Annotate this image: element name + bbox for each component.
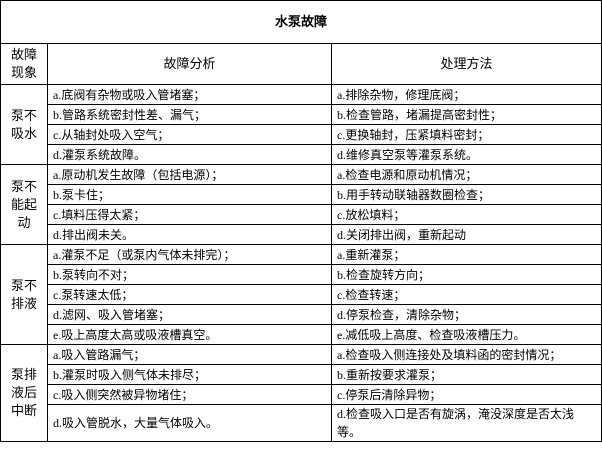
fault-remedy: c.检查转速；	[330, 284, 602, 305]
table-row: 泵不吸水 a.底阀有杂物或吸入管堵塞； a.排除杂物，修理底阀；	[0, 84, 602, 165]
fault-remedy: a.检查吸入侧连接处及填料函的密封情况；	[330, 344, 602, 365]
fault-symptom: 泵排液后中断	[0, 344, 48, 442]
fault-cause: c.吸入侧突然被异物堵住；	[47, 384, 332, 405]
table-row: d.吸入管脱水，大量气体吸入。 d.检查吸入口是否有旋涡，淹没深度是否太浅等。	[1, 404, 602, 442]
fault-remedy: d.维修真空泵等灌泵系统。	[330, 144, 602, 165]
table-row: 泵不能起动 a.原动机发生故障（包括电源）； a.检查电源和原动机情况；	[0, 164, 602, 245]
fault-cause: c.泵转速太低；	[47, 284, 332, 305]
title-row: 水泵故障	[0, 0, 602, 44]
fault-cause: b.灌泵时吸入侧气体未排尽；	[47, 364, 332, 385]
fault-remedy: c.更换轴封，压紧填料密封；	[330, 124, 602, 145]
fault-cause: b.泵卡住；	[47, 184, 332, 205]
fault-remedy: e.减低吸上高度、检查吸液槽压力。	[330, 324, 602, 345]
fault-remedy: c.停泵后清除异物；	[330, 384, 602, 405]
fault-cause: d.排出阀未关。	[47, 224, 332, 245]
fault-cause: b.管路系统密封性差、漏气；	[47, 104, 332, 125]
fault-remedy: a.检查电源和原动机情况；	[330, 164, 602, 185]
fault-remedy: a.重新灌泵；	[330, 244, 602, 265]
fault-cause: a.原动机发生故障（包括电源）；	[47, 164, 332, 185]
table-row: c.泵转速太低； c.检查转速；	[1, 284, 602, 305]
fault-cause: a.吸入管路漏气；	[47, 344, 332, 365]
fault-remedy: c.放松填料；	[330, 204, 602, 225]
table-row: d.灌泵系统故障。 d.维修真空泵等灌泵系统。	[1, 144, 602, 165]
table-row: b.灌泵时吸入侧气体未排尽； b.重新按要求灌泵；	[1, 364, 602, 385]
table-title: 水泵故障	[0, 0, 602, 44]
table-row: c.从轴封处吸入空气； c.更换轴封，压紧填料密封；	[1, 124, 602, 145]
table-row: b.管路系统密封性差、漏气； b.检查管路，堵漏提高密封性；	[1, 104, 602, 125]
table-row: d.排出阀未关。 d.关闭排出阀，重新起动	[1, 224, 602, 245]
fault-symptom: 泵不能起动	[0, 164, 48, 245]
fault-cause: a.灌泵不足（或泵内气体未排完）；	[47, 244, 332, 265]
table-row: d.滤网、吸入管堵塞； d.停泵检查，清除杂物；	[1, 304, 602, 325]
fault-remedy: d.关闭排出阀，重新起动	[330, 224, 602, 245]
table-row: 泵排液后中断 a.吸入管路漏气； a.检查吸入侧连接处及填料函的密封情况；	[0, 344, 602, 442]
fault-remedy: a.排除杂物，修理底阀；	[330, 84, 602, 105]
table-row: c.吸入侧突然被异物堵住； c.停泵后清除异物；	[1, 384, 602, 405]
fault-remedy: b.检查管路，堵漏提高密封性；	[330, 104, 602, 125]
table-row: 泵不排液 a.灌泵不足（或泵内气体未排完）； a.重新灌泵；	[0, 244, 602, 345]
fault-cause: d.滤网、吸入管堵塞；	[47, 304, 332, 325]
table-body: 水泵故障 故障现象 故障分析 处理方法 泵不吸水 a.底阀有杂物或吸入管堵塞； a.…	[0, 0, 602, 442]
header-cell: 故障分析	[47, 43, 332, 85]
header-cell: 故障现象	[0, 43, 48, 85]
table-row: b.泵卡住； b.用手转动联轴器数圈检查；	[1, 184, 602, 205]
fault-cause: d.灌泵系统故障。	[47, 144, 332, 165]
fault-cause: b.泵转向不对；	[47, 264, 332, 285]
table-row: b.泵转向不对； b.检查旋转方向；	[1, 264, 602, 285]
header-row: 故障现象 故障分析 处理方法	[0, 43, 602, 85]
table-row: c.填料压得太紧； c.放松填料；	[1, 204, 602, 225]
fault-table: 水泵故障 故障现象 故障分析 处理方法 泵不吸水 a.底阀有杂物或吸入管堵塞； a.…	[0, 0, 602, 442]
fault-symptom: 泵不吸水	[0, 84, 48, 165]
fault-remedy: d.检查吸入口是否有旋涡，淹没深度是否太浅等。	[330, 404, 602, 442]
fault-cause: a.底阀有杂物或吸入管堵塞；	[47, 84, 332, 105]
table-row: e.吸上高度太高或吸液槽真空。 e.减低吸上高度、检查吸液槽压力。	[1, 324, 602, 345]
header-cell: 处理方法	[330, 43, 602, 85]
fault-remedy: b.重新按要求灌泵；	[330, 364, 602, 385]
fault-symptom: 泵不排液	[0, 244, 48, 345]
fault-remedy: d.停泵检查，清除杂物；	[330, 304, 602, 325]
fault-remedy: b.检查旋转方向；	[330, 264, 602, 285]
fault-cause: e.吸上高度太高或吸液槽真空。	[47, 324, 332, 345]
fault-cause: c.从轴封处吸入空气；	[47, 124, 332, 145]
fault-cause: d.吸入管脱水，大量气体吸入。	[47, 404, 332, 442]
fault-cause: c.填料压得太紧；	[47, 204, 332, 225]
fault-remedy: b.用手转动联轴器数圈检查；	[330, 184, 602, 205]
